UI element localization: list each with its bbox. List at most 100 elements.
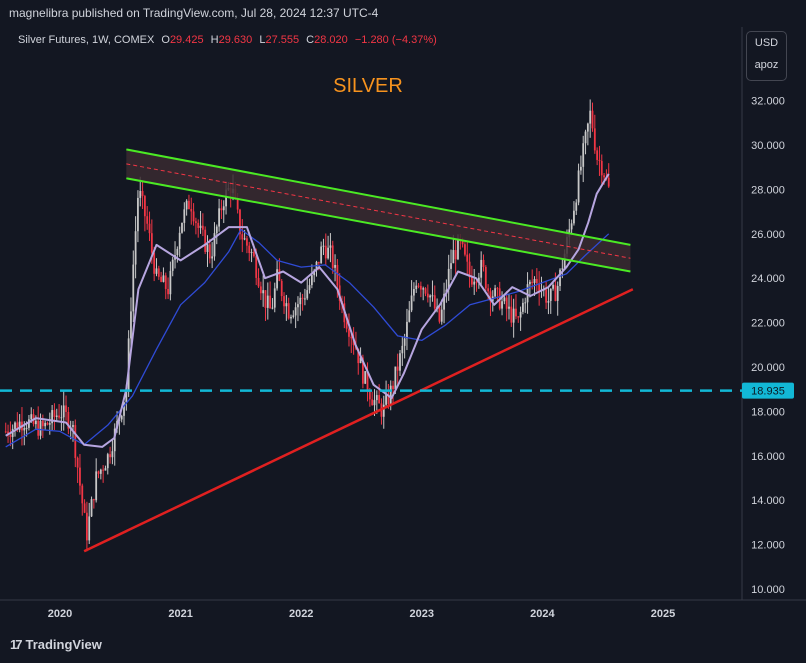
candle-body <box>334 264 336 268</box>
candle-body <box>109 454 111 458</box>
high-label: H <box>210 34 219 46</box>
currency-scale[interactable]: apoz <box>754 59 779 71</box>
candle-body <box>556 286 559 301</box>
y-tick-label: 26.000 <box>751 229 785 241</box>
candle-body <box>255 256 258 278</box>
candle-body <box>130 311 132 339</box>
horizontal-level-label: 18.935 <box>751 386 785 398</box>
currency-selector[interactable]: USD apoz <box>746 31 787 81</box>
tradingview-logo-icon: 17 <box>10 637 23 652</box>
candle-body <box>278 269 281 281</box>
candle-body <box>160 276 163 282</box>
footer-brand[interactable]: 17 TradingView <box>10 637 102 652</box>
candle-body <box>183 209 186 223</box>
candle-body <box>239 209 241 235</box>
candle-body <box>331 245 334 268</box>
candle-body <box>271 307 274 309</box>
moving-average-slow <box>5 228 610 448</box>
candle-body <box>16 422 19 430</box>
candle-body <box>489 291 492 302</box>
candle-body <box>146 216 149 224</box>
candle-body <box>426 293 429 298</box>
candle-body <box>297 304 299 308</box>
candle-body <box>34 420 37 425</box>
high-value: 29.630 <box>218 34 253 46</box>
candle-body <box>197 222 200 228</box>
candle-body <box>215 226 218 234</box>
candle-body <box>113 428 116 452</box>
candle-body <box>269 295 272 309</box>
candle-body <box>447 268 450 290</box>
y-tick-label: 24.000 <box>751 273 785 285</box>
candle-body <box>259 286 262 294</box>
candle-body <box>30 414 33 420</box>
candle-body <box>204 229 207 252</box>
x-tick-label: 2024 <box>530 608 555 620</box>
x-tick-label: 2020 <box>48 608 72 620</box>
candle-body <box>429 295 432 298</box>
candle-body <box>545 289 548 303</box>
candle-body <box>188 200 190 210</box>
candle-body <box>150 233 153 253</box>
candle-body <box>39 420 42 436</box>
candle-body <box>76 457 79 468</box>
candle-body <box>164 275 167 289</box>
candle-body <box>480 259 483 278</box>
candle-body <box>378 395 381 404</box>
brand-name: TradingView <box>25 637 102 652</box>
channel-lower-line <box>126 177 631 273</box>
open-value: 29.425 <box>169 34 204 46</box>
candle-body <box>292 315 295 317</box>
x-tick-label: 2021 <box>168 608 192 620</box>
price-axis[interactable]: 18.935 10.000 12.000 14.000 16.000 18.000 20.0… <box>742 96 794 596</box>
candle-body <box>192 211 195 222</box>
candle-body <box>487 288 490 292</box>
symbol-name[interactable]: Silver Futures, 1W, COMEX <box>18 34 155 46</box>
y-tick-label: 20.000 <box>751 362 785 374</box>
candle-body <box>285 303 288 307</box>
candle-body <box>25 427 28 429</box>
candle-body <box>252 252 255 257</box>
y-tick-label: 28.000 <box>751 184 785 196</box>
candle-body <box>373 400 376 406</box>
symbol-info-line[interactable]: Silver Futures, 1W, COMEX O29.425 H29.63… <box>18 34 437 46</box>
y-tick-label: 30.000 <box>751 140 785 152</box>
candle-body <box>320 246 323 264</box>
candle-body <box>86 512 88 541</box>
change-value: −1.280 (−4.37%) <box>354 34 437 46</box>
candle-body <box>176 248 179 256</box>
candle-body <box>46 422 49 425</box>
candle-body <box>419 285 422 290</box>
candle-body <box>280 280 283 297</box>
candle-body <box>99 469 102 474</box>
candle-body <box>598 159 601 161</box>
candle-body <box>600 160 603 176</box>
candle-body <box>28 419 30 428</box>
candle-body <box>81 485 84 504</box>
candle-body <box>394 366 397 390</box>
candle-body <box>438 306 441 322</box>
candle-body <box>18 421 21 430</box>
price-bars <box>4 99 610 552</box>
candle-body <box>512 308 515 323</box>
candle-body <box>406 321 408 339</box>
candle-body <box>579 166 582 171</box>
currency-unit[interactable]: USD <box>754 37 779 49</box>
candle-body <box>470 277 473 285</box>
candle-body <box>570 223 573 230</box>
candle-body <box>584 131 587 144</box>
candle-body <box>396 366 399 371</box>
candle-body <box>301 297 304 299</box>
candle-body <box>364 371 367 384</box>
y-tick-label: 22.000 <box>751 318 785 330</box>
candle-body <box>199 225 202 228</box>
candle-body <box>248 245 251 253</box>
price-chart[interactable]: 18.935 10.000 12.000 14.000 16.000 18.000 20.0… <box>0 27 806 663</box>
candle-body <box>531 281 534 283</box>
time-axis[interactable]: 2020 2021 2022 2023 2024 2025 <box>48 608 675 620</box>
candle-body <box>461 239 464 245</box>
candle-body <box>310 275 313 286</box>
candle-body <box>357 348 360 364</box>
candle-body <box>148 223 151 234</box>
candle-body <box>561 268 564 270</box>
